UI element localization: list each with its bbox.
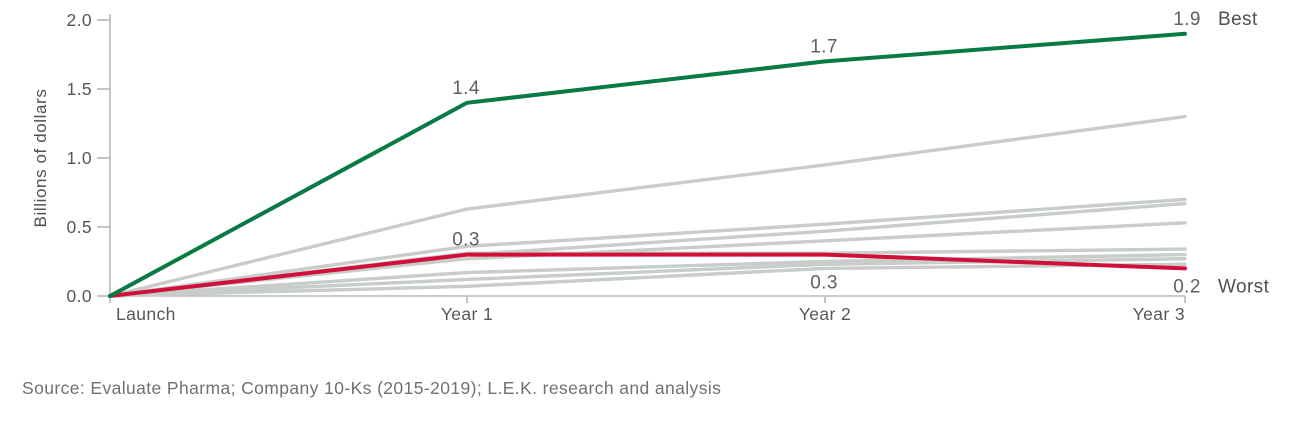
point-label-best: 1.4 — [452, 78, 480, 99]
series-line-other-6 — [108, 252, 1187, 298]
series-line-worst — [108, 252, 1187, 298]
series-line-other-4 — [108, 221, 1187, 298]
revenue-line-chart: Billions of dollars 0.0 0.5 1.0 1.5 2.0 Launc… — [31, 9, 1270, 324]
series-line-other-8 — [108, 262, 1187, 298]
point-label-worst: 0.3 — [452, 230, 480, 251]
series-line-other-2 — [108, 197, 1187, 298]
series-line-best — [108, 31, 1187, 298]
point-label-best: 1.9 — [1173, 9, 1201, 30]
x-tick-label: Year 1 — [441, 304, 493, 324]
source-note: Source: Evaluate Pharma; Company 10-Ks (… — [22, 378, 722, 398]
point-label-worst: 0.3 — [810, 273, 838, 294]
x-tick-label: Year 2 — [799, 304, 851, 324]
series-end-label-worst: Worst — [1218, 276, 1270, 297]
y-tick-label: 1.5 — [66, 79, 92, 99]
y-tick-label: 1.0 — [66, 148, 92, 168]
x-tick-label: Launch — [116, 304, 176, 324]
y-tick-label: 0.0 — [66, 286, 92, 306]
chart-area: Billions of dollars 0.0 0.5 1.0 1.5 2.0 Launc… — [31, 9, 1270, 324]
y-tick-label: 2.0 — [66, 10, 92, 30]
y-tick-label: 0.5 — [66, 217, 92, 237]
point-label-best: 1.7 — [810, 36, 838, 57]
series-line-other-1 — [108, 114, 1187, 298]
point-label-worst: 0.2 — [1173, 276, 1201, 297]
y-axis-title: Billions of dollars — [31, 89, 50, 228]
series-end-label-best: Best — [1218, 9, 1258, 30]
x-tick-label: Year 3 — [1133, 304, 1185, 324]
